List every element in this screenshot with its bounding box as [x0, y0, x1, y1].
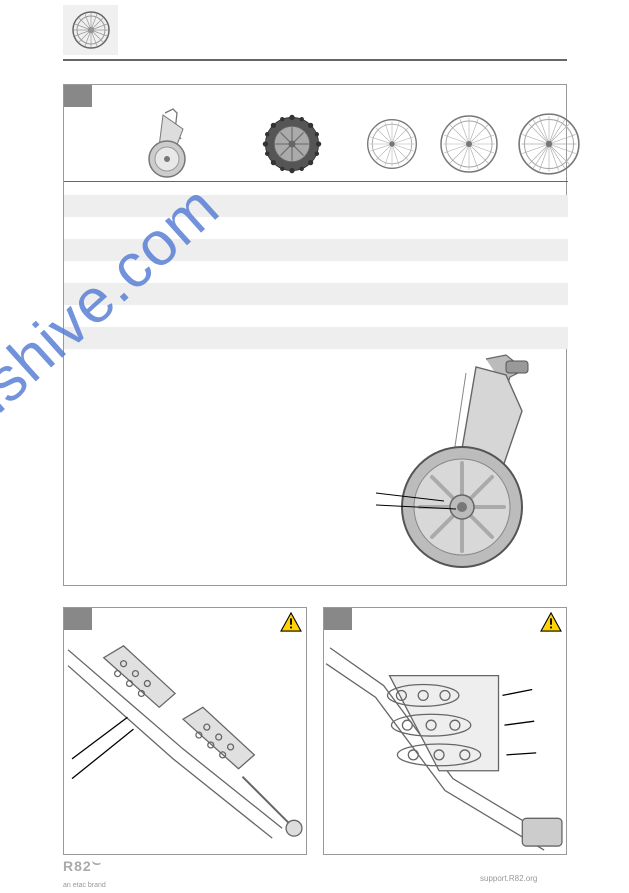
page: R82⌣ an etac brand support.R82.org manua…	[0, 0, 629, 893]
warning-icon	[280, 612, 302, 632]
footer-support: support.R82.org	[480, 874, 537, 883]
panel-tab	[64, 608, 92, 630]
table-row	[64, 217, 568, 239]
wheel-icon	[71, 10, 111, 50]
table-row	[64, 327, 568, 349]
caster-illustration	[366, 353, 546, 573]
wheel-variant-row	[64, 107, 568, 181]
panel-tab	[324, 608, 352, 630]
brand-sub: an etac brand	[63, 882, 106, 889]
table-row	[64, 261, 568, 283]
wheel-variant-caster	[124, 107, 214, 181]
wheel-variant-knobby	[249, 107, 334, 181]
bracket-drawing-right	[324, 630, 566, 854]
table-row	[64, 305, 568, 327]
table-row	[64, 195, 568, 217]
wheel-spec-panel	[63, 84, 567, 586]
frame-detail-right	[323, 607, 567, 855]
table-row	[64, 283, 568, 305]
header-icon-box	[63, 5, 118, 55]
wheel-variant-spoke-mid	[429, 107, 509, 181]
spec-table	[64, 195, 568, 349]
wheel-variant-spoke-large	[509, 107, 589, 181]
frame-detail-left	[63, 607, 307, 855]
brand-logo: R82⌣	[63, 858, 102, 875]
table-row	[64, 239, 568, 261]
panel-tab	[64, 85, 92, 107]
bracket-drawing-left	[64, 630, 306, 854]
row-divider	[64, 181, 568, 182]
warning-icon	[540, 612, 562, 632]
horizontal-rule	[63, 59, 567, 61]
wheel-variant-spoke-small	[354, 107, 429, 181]
